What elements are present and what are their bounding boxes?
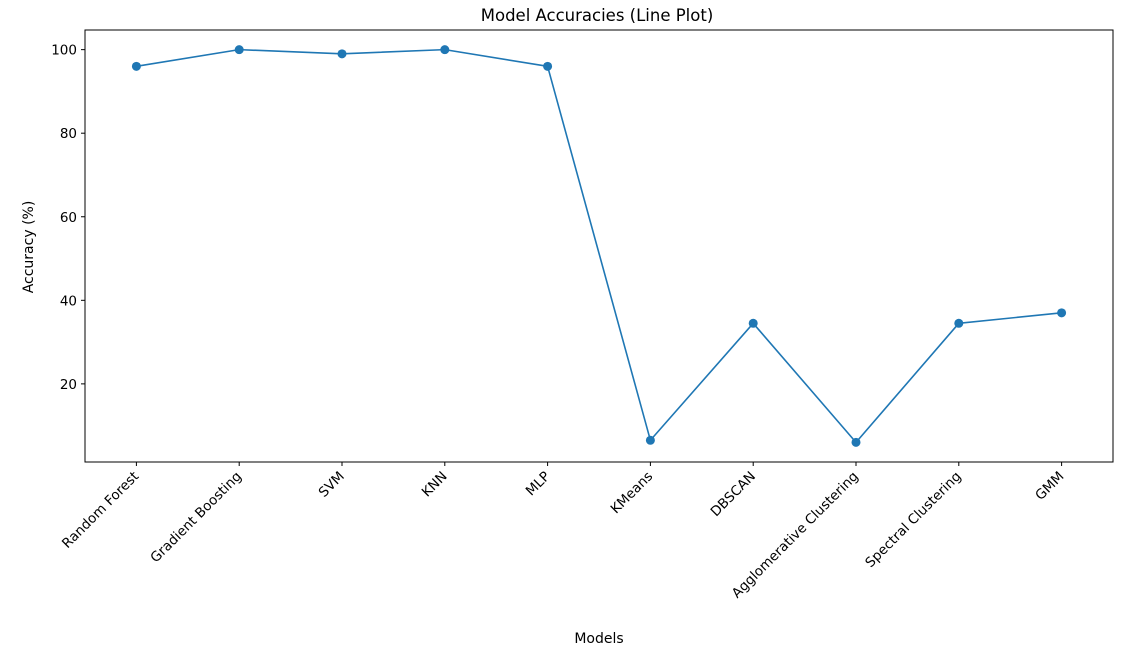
data-point [1057,308,1067,318]
plot-area-frame [84,29,1114,463]
data-point [543,61,553,71]
x-tick-label: Gradient Boosting [147,469,245,567]
chart-title: Model Accuracies (Line Plot) [481,6,714,25]
data-point [337,49,347,59]
data-point [131,61,141,71]
y-tick-label: 40 [60,293,77,309]
y-tick-label: 100 [51,43,77,59]
x-tick-label: DBSCAN [708,469,759,520]
y-tick-label: 20 [60,377,77,393]
x-tick-label: KNN [419,469,451,501]
x-tick-label: KMeans [608,469,657,518]
series-line [136,48,1062,444]
data-point [234,45,244,55]
x-axis: Random Forest Gradient Boosting SVM KNN MLP K… [59,462,1067,602]
x-tick-label: Spectral Clustering [862,469,964,571]
x-tick-label: Random Forest [59,469,142,552]
y-tick-label: 80 [60,126,77,142]
data-point [954,318,964,328]
data-point [440,45,450,55]
data-point [851,437,861,447]
y-axis: 20 40 60 80 100 [51,43,85,393]
series-layer [131,45,1067,447]
y-tick-label: 60 [60,210,77,226]
y-axis-label: Accuracy (%) [21,201,37,294]
data-point [645,435,655,445]
x-tick-label: GMM [1032,469,1067,504]
x-tick-label: SVM [316,469,348,501]
x-axis-label: Models [574,631,623,647]
data-point [748,318,758,328]
x-tick-label: MLP [523,469,554,500]
